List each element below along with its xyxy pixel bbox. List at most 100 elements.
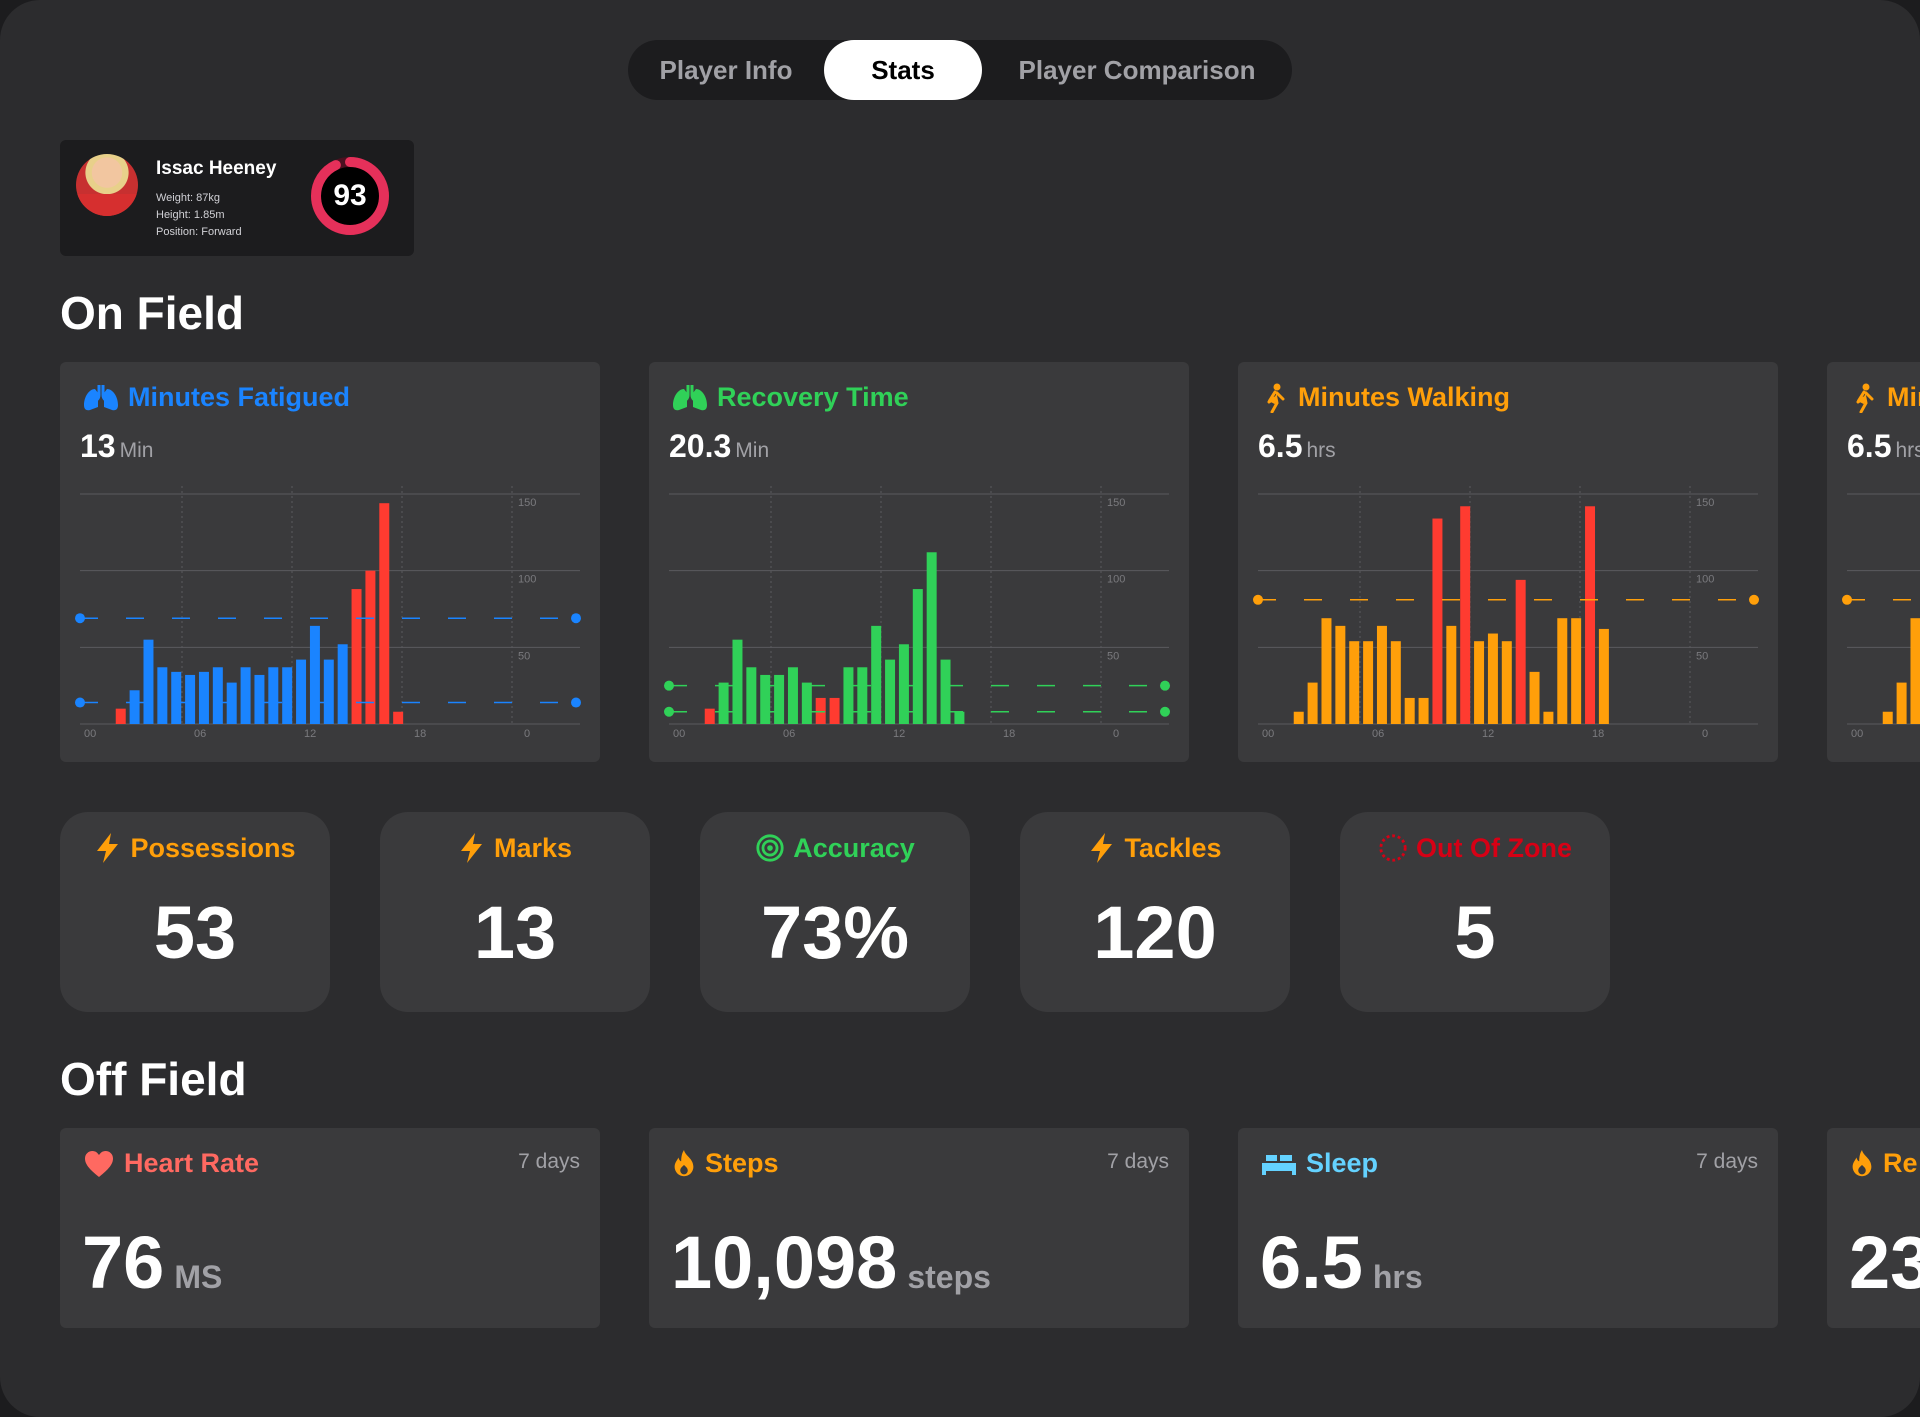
walking-icon xyxy=(1267,383,1285,413)
bar xyxy=(1376,625,1387,724)
bar xyxy=(1598,628,1609,724)
off-card-sleep[interactable]: Sleep 7 days 6.5 hrs xyxy=(1238,1128,1778,1328)
card-title: Minutes Walking xyxy=(1849,382,1920,413)
bar-chart: 150 100 50 00 06 12 18 0 xyxy=(75,486,581,740)
bar xyxy=(1418,697,1429,724)
bar xyxy=(926,552,937,724)
tab-player-comparison[interactable]: Player Comparison xyxy=(1018,54,1256,85)
off-card-heart-rate[interactable]: Heart Rate 7 days 76 MS xyxy=(60,1128,600,1328)
bar xyxy=(157,667,168,724)
off-card-steps[interactable]: Steps 7 days 10,098 steps xyxy=(649,1128,1189,1328)
bar xyxy=(885,659,896,724)
bolt-icon xyxy=(97,833,119,863)
card-value-number: 6.5 xyxy=(1847,428,1892,464)
off-card-value-unit: steps xyxy=(907,1259,991,1295)
bar xyxy=(1446,625,1457,724)
bar xyxy=(871,625,882,724)
bar xyxy=(1529,671,1540,724)
bar xyxy=(760,674,771,724)
player-card[interactable]: Issac Heeney Weight: 87kg Height: 1.85m … xyxy=(60,140,414,256)
bar xyxy=(1543,711,1554,724)
bar xyxy=(1404,697,1415,724)
off-card-value: 6.5 hrs xyxy=(1260,1220,1423,1305)
card-title-text: Minutes Fatigued xyxy=(128,382,350,412)
off-card-value: 10,098 steps xyxy=(671,1220,991,1305)
reference-dot xyxy=(1749,594,1759,605)
x-tick-label: 12 xyxy=(304,728,316,740)
off-card-title: Steps xyxy=(671,1148,779,1179)
stat-value: 13 xyxy=(473,891,557,974)
bar xyxy=(898,644,909,724)
reference-dot xyxy=(571,697,581,708)
stat-label-text: Accuracy xyxy=(793,832,915,863)
stat-value: 5 xyxy=(1454,891,1496,974)
bar xyxy=(732,639,743,724)
bar xyxy=(1487,633,1498,724)
bar xyxy=(309,625,320,724)
flame-icon xyxy=(1852,1149,1872,1176)
chart-card-minutes-walking[interactable]: Minutes Walking 6.5 hrs 150 100 50 00 06 12 18 0 xyxy=(1238,362,1778,762)
x-tick-label: 00 xyxy=(673,728,685,740)
off-card-period: 7 days xyxy=(1696,1150,1758,1173)
stat-tile-tackles[interactable]: Tackles 120 xyxy=(1020,812,1290,1012)
off-card-title-text: Re xyxy=(1883,1148,1918,1178)
stat-label: Possessions xyxy=(60,832,330,864)
off-card-period: 7 days xyxy=(1107,1150,1169,1173)
stat-value: 120 xyxy=(1093,891,1217,974)
bar xyxy=(1882,711,1893,724)
rating-ring xyxy=(311,157,389,235)
bar xyxy=(1321,618,1332,724)
off-card-title: Re xyxy=(1849,1148,1918,1179)
x-tick-label: 06 xyxy=(783,728,795,740)
chart-card-minutes-fatigued[interactable]: Minutes Fatigued 13 Min 150 100 50 00 06 12 18 0 xyxy=(60,362,600,762)
bar xyxy=(323,659,334,724)
bar xyxy=(1307,682,1318,724)
stat-tile-marks[interactable]: Marks 13 xyxy=(380,812,650,1012)
card-value-number: 20.3 xyxy=(669,428,732,464)
heart-icon xyxy=(85,1150,113,1177)
bar xyxy=(1571,618,1582,724)
bar xyxy=(171,671,182,724)
bar xyxy=(843,667,854,724)
x-tick-label: 06 xyxy=(1372,728,1384,740)
bar xyxy=(226,682,237,724)
x-tick-label: 0 xyxy=(1113,728,1119,740)
bar xyxy=(746,667,757,724)
chart-card-recovery-time[interactable]: Recovery Time 20.3 Min 150 100 50 00 06 12 18 0 xyxy=(649,362,1189,762)
player-weight: Weight: 87kg xyxy=(156,192,221,204)
bar xyxy=(857,667,868,724)
bar xyxy=(268,667,279,724)
bar xyxy=(954,711,965,724)
x-tick-label: 18 xyxy=(1592,728,1604,740)
bar xyxy=(1293,711,1304,724)
bar xyxy=(379,503,390,724)
bar xyxy=(1390,641,1401,724)
off-card-value-number: 23 xyxy=(1849,1221,1920,1304)
bar-chart: 00 xyxy=(1842,493,1920,740)
tab-player-info[interactable]: Player Info xyxy=(659,54,793,85)
bolt-icon xyxy=(1091,833,1113,863)
card-title: Recovery Time xyxy=(671,382,909,413)
stat-tile-accuracy[interactable]: Accuracy 73% xyxy=(700,812,970,1012)
stat-label-text: Tackles xyxy=(1124,832,1222,863)
stat-label: Accuracy xyxy=(700,832,970,864)
section-title-on-field: On Field xyxy=(60,287,244,339)
y-tick-label: 150 xyxy=(518,497,536,509)
off-card-value-number: 76 xyxy=(82,1221,165,1304)
off-card-title-text: Steps xyxy=(705,1148,779,1178)
bar xyxy=(1363,641,1374,724)
x-tick-label: 0 xyxy=(524,728,530,740)
off-card-value-unit: hrs xyxy=(1372,1259,1423,1295)
stat-tile-out-of-zone[interactable]: Out Of Zone 5 xyxy=(1340,812,1610,1012)
bar xyxy=(1501,641,1512,724)
bar xyxy=(351,589,362,724)
dashed-circle-icon xyxy=(1379,834,1407,862)
stat-label-text: Marks xyxy=(493,832,573,863)
stat-tile-possessions[interactable]: Possessions 53 xyxy=(60,812,330,1012)
bar xyxy=(254,674,265,724)
tab-bar: Player Info Stats Player Comparison xyxy=(628,40,1292,100)
bar xyxy=(212,667,223,724)
tab-stats[interactable]: Stats xyxy=(824,40,982,100)
off-card-partial[interactable]: Re 23 xyxy=(1827,1128,1920,1328)
